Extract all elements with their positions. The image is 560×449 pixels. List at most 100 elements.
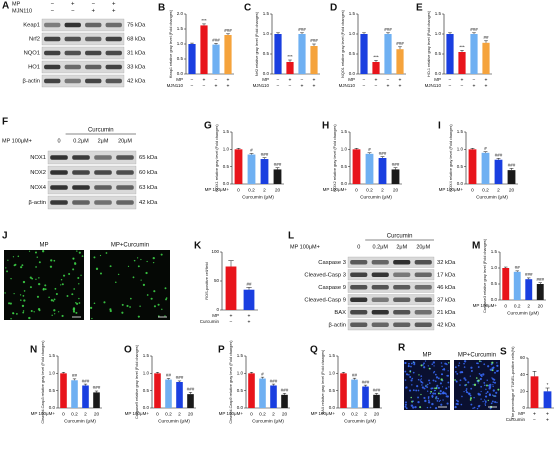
cell-dot [127,265,130,268]
label: 0.5 [237,388,244,393]
label: 1.0 [143,371,150,376]
cell-dot [426,386,429,388]
cell-dot [431,387,434,390]
label: 0.5 [341,164,348,169]
blot-strip [41,46,125,60]
cell-dot [44,284,47,287]
cell-dot [445,395,448,398]
panel-label: B [158,3,165,14]
cell-dot [417,400,420,404]
cell-dot [17,255,20,258]
cell-dot [48,296,50,298]
cell-dot [488,387,491,390]
label: 0.2 [351,411,358,417]
label: 1.0 [237,371,244,376]
blot-band [85,78,102,84]
cell-dot [437,377,440,380]
cell-dot [460,403,463,406]
cell-dot [459,384,461,386]
cell-dot [495,391,498,394]
cell-dot [483,363,486,366]
cell-dot [473,383,477,386]
label: MP 100μM+ [439,187,464,192]
label: Caspase 3 [318,260,346,266]
bar [286,62,294,74]
error-bar [188,392,193,395]
label: − [277,83,280,89]
blot-band [72,200,90,205]
cell-dot [429,406,432,409]
blot-band [50,170,68,175]
label: ### [470,27,478,32]
label: 0.0 [223,181,230,186]
label: Curcumin [387,234,413,240]
label: + [248,319,251,325]
label: 0 [504,303,507,309]
cell-dot [486,379,488,381]
cell-dot [476,362,478,365]
label: 0.0 [49,405,56,410]
label: MP 100μM+ [290,244,320,250]
label: 0 [156,411,159,417]
error-bar [538,282,542,284]
bar [71,380,78,408]
label: NQO1 [24,51,40,57]
cell-dot [437,386,440,390]
bar [234,149,243,184]
cell-dot [437,392,440,395]
blot-band [105,78,122,84]
label: 0.2 [248,187,255,193]
label: ### [281,388,289,393]
error-bar [276,32,280,34]
panel-label: P [218,345,225,356]
cell-dot [483,382,486,384]
label: + [248,313,251,319]
label: − [449,83,452,89]
error-bar [509,168,514,171]
label: Cleaved-Casp 9 [304,297,346,303]
label: MP 100μM+ [125,411,150,416]
cell-dot [53,309,56,312]
label: MJN110 [339,83,356,88]
blot-band [64,64,81,70]
label: 42 kDa [437,322,456,328]
cell-dot [483,399,486,401]
label: MP [348,77,355,82]
bar [281,394,288,408]
cell-dot [28,316,31,320]
cell-dot [440,362,443,364]
blot-strip [347,269,435,281]
blot-band [414,322,432,327]
bar [373,394,380,408]
label: Curcumin [506,417,526,422]
cell-dot [60,284,62,286]
label: ### [396,41,404,46]
blot-band [85,50,102,56]
bar [176,382,183,408]
cell-dot [470,366,473,369]
cell-dot [78,283,80,285]
label: MJN110 [12,8,32,14]
panel-label: Q [310,345,318,356]
label: 60 kDa [139,170,158,176]
cell-dot [492,385,494,388]
label: ### [187,387,195,392]
cell-dot [31,277,34,280]
cell-dot [465,389,468,392]
label: 1.0 [491,265,498,270]
blot-band [350,310,368,315]
label: Curcumin (μM) [476,194,508,200]
label: Nrf2 [29,37,40,43]
label: 1.5 [223,129,230,134]
cell-dot [488,393,492,397]
cell-dot [435,398,437,400]
cell-dot [456,400,459,403]
blot-strip [41,60,125,74]
label: * [547,382,549,387]
cell-dot [66,295,69,297]
y-axis-title: NOX2 relative gray level (Fold changes) [333,124,337,192]
label: 20μM [416,244,430,250]
y-axis-title: NQO1 relative gray level (Fold changes) [341,9,345,77]
cell-dot [432,379,435,382]
error-bar [236,148,241,150]
